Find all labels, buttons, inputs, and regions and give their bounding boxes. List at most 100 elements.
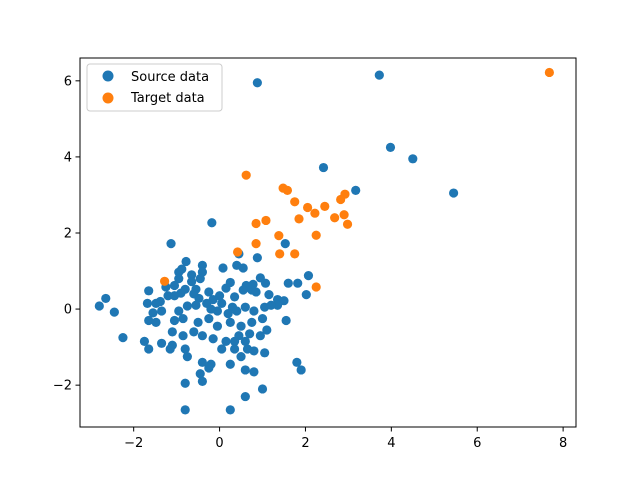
data-points <box>94 67 554 415</box>
legend-marker-target <box>102 92 114 104</box>
source-data-point <box>266 300 276 310</box>
source-data-point <box>174 306 184 316</box>
source-data-point <box>139 336 150 347</box>
source-data-point <box>174 267 184 277</box>
source-data-point <box>163 291 173 301</box>
source-data-point <box>249 346 259 356</box>
target-data-point <box>311 230 321 240</box>
source-data-point <box>174 274 184 284</box>
x-tick-label: 2 <box>301 436 309 451</box>
source-data-point <box>449 188 459 198</box>
plot-area <box>80 58 576 427</box>
source-data-point <box>208 334 218 344</box>
legend-label-target: Target data <box>130 91 205 106</box>
source-data-point <box>204 363 214 373</box>
source-data-point <box>187 277 197 287</box>
target-data-point <box>320 201 330 211</box>
source-data-point <box>155 296 165 307</box>
x-tick-label: −2 <box>124 436 143 451</box>
source-data-point <box>408 154 418 164</box>
source-data-point <box>151 317 161 327</box>
legend: Source data Target data <box>86 63 223 112</box>
source-data-point <box>189 327 199 337</box>
source-data-point <box>180 405 190 415</box>
source-data-point <box>225 317 235 327</box>
source-data-point <box>180 378 190 388</box>
source-data-point <box>257 313 268 324</box>
source-data-point <box>165 344 175 354</box>
target-data-point <box>336 194 346 205</box>
source-data-point <box>182 352 192 362</box>
source-data-point <box>240 391 250 402</box>
source-data-point <box>204 313 214 324</box>
source-data-point <box>240 365 250 375</box>
source-data-point <box>240 302 250 312</box>
source-data-point <box>249 367 259 377</box>
y-tick-label: 6 <box>64 74 72 89</box>
target-data-point <box>290 249 300 259</box>
y-tick-label: 2 <box>64 226 72 241</box>
source-data-point <box>252 253 262 263</box>
source-data-point <box>166 239 176 249</box>
source-data-point <box>118 333 128 343</box>
source-data-point <box>206 304 216 314</box>
target-data-point <box>251 218 261 229</box>
source-data-point <box>225 277 235 288</box>
target-data-point <box>251 239 261 249</box>
source-data-point <box>212 321 223 331</box>
source-data-point <box>181 256 191 267</box>
legend-marker-source <box>102 70 114 82</box>
source-data-point <box>303 271 314 281</box>
source-data-point <box>272 300 283 310</box>
source-data-point <box>214 291 225 301</box>
source-data-point <box>374 70 384 80</box>
target-data-point <box>261 215 271 226</box>
axes-frame <box>79 57 577 428</box>
source-data-point <box>180 344 190 354</box>
target-data-point <box>330 213 340 223</box>
source-data-point <box>245 329 255 339</box>
source-data-point <box>169 280 180 291</box>
source-data-point <box>225 359 235 369</box>
source-data-point <box>195 369 205 379</box>
source-data-point <box>144 315 154 326</box>
legend-label-source: Source data <box>131 70 209 85</box>
source-data-point <box>197 331 207 341</box>
source-data-point <box>94 301 104 311</box>
target-data-point <box>342 219 353 229</box>
source-data-point <box>236 321 246 331</box>
target-data-point <box>339 210 349 220</box>
source-data-point <box>264 290 274 300</box>
source-data-point <box>293 278 303 288</box>
source-data-point <box>225 405 235 415</box>
source-data-point <box>197 376 207 386</box>
target-data-point <box>311 282 321 292</box>
source-data-point <box>197 260 207 270</box>
x-tick-label: 6 <box>473 436 481 451</box>
x-tick-label: 8 <box>559 436 567 451</box>
source-data-point <box>260 348 270 358</box>
target-data-point <box>294 214 304 224</box>
x-tick-label: 0 <box>215 436 223 451</box>
source-data-point <box>232 306 242 316</box>
source-data-point <box>351 185 361 195</box>
source-data-point <box>109 307 119 317</box>
target-data-point <box>544 67 554 78</box>
target-data-point <box>275 249 285 259</box>
source-data-point <box>218 263 228 273</box>
source-data-point <box>223 309 233 319</box>
source-data-point <box>197 357 207 367</box>
source-data-point <box>240 336 250 347</box>
source-data-point <box>283 278 293 288</box>
axis-ticks: −2 0 2 4 6 8 −2 0 2 4 6 <box>53 74 567 451</box>
source-data-point <box>221 336 231 347</box>
source-data-point <box>195 274 205 284</box>
source-data-point <box>156 338 167 348</box>
source-data-point <box>251 287 261 297</box>
source-data-point <box>167 327 177 337</box>
source-data-point <box>144 286 154 296</box>
target-data-point <box>310 208 320 218</box>
source-data-point <box>169 291 180 301</box>
target-data-point <box>282 185 293 195</box>
